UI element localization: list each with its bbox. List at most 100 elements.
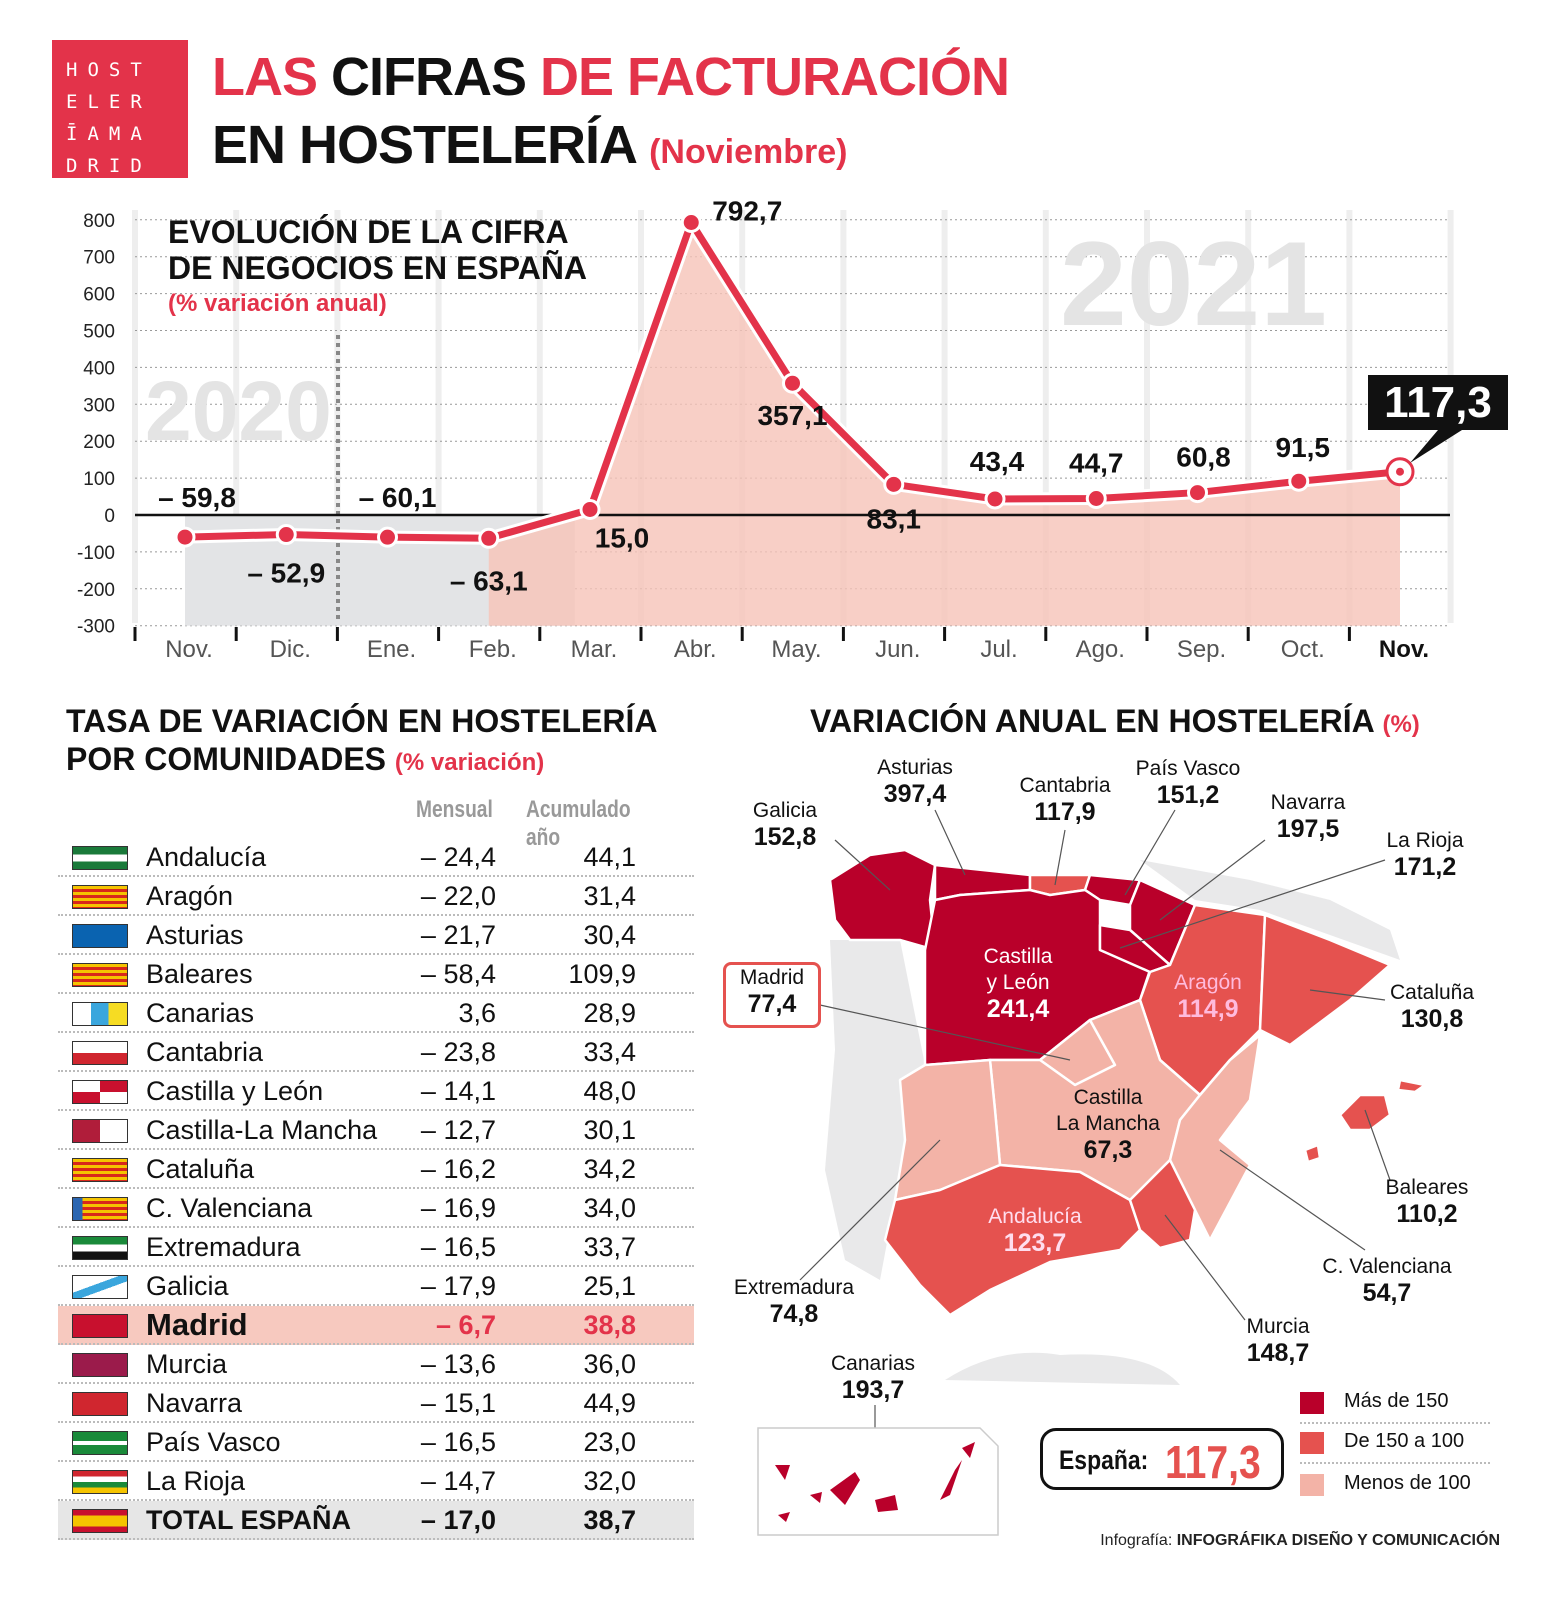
x-tick-label: Ago. bbox=[1076, 636, 1125, 663]
credit-prefix: Infografía: bbox=[1100, 1532, 1177, 1549]
annual-cumulative-value: 33,4 bbox=[583, 1037, 636, 1067]
spain-total-value: 117,3 bbox=[1165, 1436, 1261, 1488]
region-pais-vasco[interactable] bbox=[1083, 873, 1142, 907]
spain-total-box: España: 117,3 bbox=[1040, 1428, 1284, 1490]
region-value: 197,5 bbox=[1276, 815, 1340, 843]
table-header: Mensual Acumulado año bbox=[58, 790, 694, 851]
x-tick-label: Feb. bbox=[469, 636, 517, 663]
monthly-value: – 21,7 bbox=[420, 920, 496, 950]
community-name: C. Valenciana bbox=[146, 1193, 313, 1223]
region-value: 193,7 bbox=[841, 1376, 905, 1404]
title-part: DE FACTURACIÓN bbox=[540, 47, 1010, 107]
credit: Infografía: INFOGRÁFIKA DISEÑO Y COMUNIC… bbox=[1100, 1532, 1500, 1550]
annual-cumulative-value: 44,1 bbox=[583, 842, 636, 872]
legend-swatch bbox=[1300, 1474, 1324, 1496]
logo-line: ELER bbox=[66, 91, 152, 113]
community-name: Andalucía bbox=[146, 842, 267, 872]
data-point bbox=[782, 372, 803, 394]
map-label-paisvasco: País Vasco 151,2 bbox=[1136, 756, 1241, 808]
map-label-aragon: Aragón 114,9 bbox=[1174, 970, 1242, 1022]
community-name: Castilla-La Mancha bbox=[146, 1115, 378, 1145]
region-name: Extremadura bbox=[733, 1276, 855, 1299]
flag-icon bbox=[72, 963, 128, 987]
map-label-cantabria: Cantabria 117,9 bbox=[1019, 773, 1110, 825]
region-value: 130,8 bbox=[1400, 1005, 1464, 1033]
hostelería-madrid-logo: HOST ELER ĪAMA DRID bbox=[52, 40, 188, 178]
flag-icon bbox=[72, 1314, 128, 1338]
table-row: Cantabria – 23,8 33,4 bbox=[58, 1033, 694, 1072]
column-header-mensual: Mensual bbox=[416, 796, 493, 823]
region-baleares-ibiza[interactable] bbox=[1303, 1143, 1322, 1164]
region-name: País Vasco bbox=[1135, 757, 1241, 780]
annual-cumulative-value: 38,7 bbox=[583, 1505, 636, 1535]
table-row: TOTAL ESPAÑA – 17,0 38,7 bbox=[58, 1501, 694, 1540]
data-point bbox=[1085, 488, 1107, 510]
region-name: Canarias bbox=[830, 1352, 916, 1375]
data-point bbox=[275, 524, 297, 546]
x-tick-label: May. bbox=[771, 636, 821, 663]
table-row: Cataluña – 16,2 34,2 bbox=[58, 1150, 694, 1189]
x-tick-label: Abr. bbox=[674, 636, 717, 663]
monthly-value: – 22,0 bbox=[420, 881, 496, 911]
chart-title-line: DE NEGOCIOS EN ESPAÑA bbox=[168, 250, 587, 286]
flag-icon bbox=[72, 1197, 128, 1221]
flag-icon bbox=[72, 1080, 128, 1104]
region-cataluna[interactable] bbox=[1258, 913, 1392, 1047]
annual-cumulative-value: 31,4 bbox=[583, 881, 636, 911]
title-part: CIFRAS bbox=[331, 47, 527, 107]
region-value: 171,2 bbox=[1393, 853, 1457, 881]
y-tick-label: 600 bbox=[83, 285, 115, 306]
region-value: 77,4 bbox=[747, 990, 797, 1018]
data-point bbox=[883, 473, 905, 495]
data-label: 792,7 bbox=[712, 195, 782, 226]
data-point bbox=[680, 211, 702, 233]
map-title: VARIACIÓN ANUAL EN HOSTELERÍA (%) bbox=[810, 702, 1420, 744]
region-value: 241,4 bbox=[986, 995, 1050, 1023]
region-c-valenciana[interactable] bbox=[1168, 1033, 1262, 1242]
community-name: Extremadura bbox=[146, 1232, 301, 1262]
chart-title-line: EVOLUCIÓN DE LA CIFRA bbox=[168, 214, 569, 250]
x-tick-label: Jul. bbox=[980, 636, 1017, 663]
leader-lines bbox=[799, 809, 1391, 1470]
data-point bbox=[1187, 482, 1208, 504]
region-andalucia[interactable] bbox=[883, 1163, 1142, 1317]
region-name: Andalucía bbox=[988, 1205, 1082, 1228]
map-label-murcia: Murcia 148,7 bbox=[1246, 1314, 1309, 1366]
region-baleares-mallorca[interactable] bbox=[1338, 1093, 1392, 1132]
flag-icon bbox=[72, 846, 128, 870]
map-label-galicia: Galicia 152,8 bbox=[753, 798, 817, 850]
annual-cumulative-value: 34,2 bbox=[583, 1154, 636, 1184]
table-row: La Rioja – 14,7 32,0 bbox=[58, 1462, 694, 1501]
table-subtitle: (% variación) bbox=[394, 749, 545, 776]
monthly-value: – 16,9 bbox=[420, 1193, 496, 1223]
logo-line: DRID bbox=[66, 155, 152, 177]
table-row: Andalucía – 24,4 44,1 bbox=[58, 838, 694, 877]
communities-table: Mensual Acumulado año Andalucía – 24,4 44,… bbox=[58, 790, 694, 1540]
data-label: 43,4 bbox=[970, 446, 1025, 477]
flag-icon bbox=[72, 1119, 128, 1143]
logo-line: HOST bbox=[66, 59, 152, 81]
community-name: Murcia bbox=[146, 1349, 228, 1379]
data-point bbox=[984, 488, 1006, 510]
annual-cumulative-value: 38,8 bbox=[583, 1310, 636, 1340]
legend-item-high: Más de 150 bbox=[1300, 1384, 1490, 1424]
flag-icon bbox=[72, 1470, 128, 1494]
region-value: 110,2 bbox=[1396, 1200, 1458, 1228]
canarias-islands bbox=[775, 1442, 975, 1522]
map-label-asturias: Asturias 397,4 bbox=[877, 755, 953, 807]
flag-icon bbox=[72, 1509, 128, 1533]
map-label-valenciana: C. Valenciana 54,7 bbox=[1322, 1254, 1451, 1306]
region-murcia[interactable] bbox=[1128, 1158, 1197, 1250]
map-title-text: VARIACIÓN ANUAL EN HOSTELERÍA bbox=[810, 703, 1374, 739]
region-name: Baleares bbox=[1385, 1176, 1469, 1199]
region-galicia[interactable] bbox=[828, 848, 937, 952]
annual-cumulative-value: 33,7 bbox=[583, 1232, 636, 1262]
canarias-inset-frame bbox=[757, 1427, 999, 1536]
community-name: Cataluña bbox=[146, 1154, 255, 1184]
line-chart: 800 700 600 500 400 300 200 100 0 -100 -200 -300 202… bbox=[77, 195, 1508, 663]
y-tick-label: -300 bbox=[77, 617, 115, 638]
region-name: Madrid bbox=[739, 966, 805, 989]
region-baleares-menorca[interactable] bbox=[1396, 1078, 1427, 1094]
x-tick-label: Nov. bbox=[165, 636, 213, 663]
